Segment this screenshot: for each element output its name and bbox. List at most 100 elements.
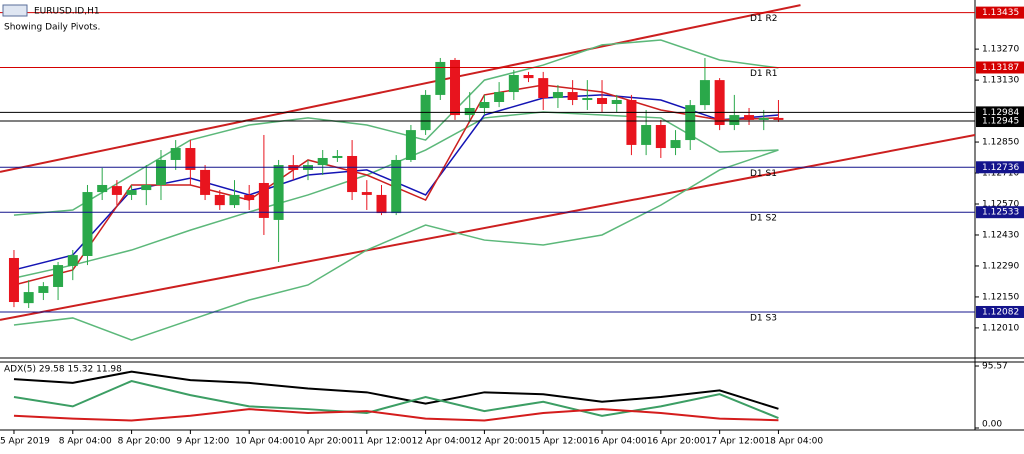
level-tag-label: 1.12945 bbox=[982, 117, 1019, 127]
candle-body bbox=[641, 125, 652, 145]
candle-body bbox=[773, 117, 784, 120]
y-tick-label: 1.12290 bbox=[982, 261, 1019, 271]
candle-body bbox=[376, 194, 387, 214]
level-name: D1 R2 bbox=[750, 14, 778, 24]
candle-body bbox=[597, 98, 608, 104]
level-tag bbox=[976, 206, 1024, 219]
level-name: D1 S2 bbox=[750, 214, 777, 224]
candle-body bbox=[258, 182, 269, 218]
candle-body bbox=[53, 265, 64, 287]
candle-body bbox=[214, 194, 225, 206]
symbol-icon bbox=[2, 4, 28, 17]
candle-body bbox=[494, 92, 505, 103]
candle-body bbox=[141, 184, 152, 191]
y-tick-label: 1.12710 bbox=[982, 169, 1019, 179]
x-tick-label: 5 Apr 2019 bbox=[0, 437, 50, 447]
x-tick-label: 9 Apr 12:00 bbox=[176, 437, 229, 447]
candle-body bbox=[229, 194, 240, 206]
candle-body bbox=[67, 255, 78, 266]
level-tag-label: 1.12533 bbox=[982, 208, 1019, 218]
level-tag bbox=[976, 115, 1024, 128]
level-name: D1 R1 bbox=[750, 69, 778, 79]
candle-body bbox=[655, 125, 666, 149]
overlay-line bbox=[0, 133, 975, 321]
overlay-line bbox=[13, 149, 779, 341]
level-tag-label: 1.12736 bbox=[982, 163, 1019, 173]
candle-body bbox=[552, 92, 563, 99]
candle-body bbox=[435, 61, 446, 95]
candle-body bbox=[332, 155, 343, 158]
x-tick-label: 18 Apr 04:00 bbox=[764, 437, 823, 447]
candle-body bbox=[23, 292, 34, 304]
candle-body bbox=[685, 105, 696, 141]
candle-body bbox=[405, 130, 416, 160]
candle-body bbox=[538, 78, 549, 99]
y-tick-label: 1.13130 bbox=[982, 76, 1019, 86]
x-tick-label: 16 Apr 04:00 bbox=[588, 437, 647, 447]
indicator-line bbox=[13, 408, 779, 422]
chart-subtitle: Showing Daily Pivots. bbox=[4, 23, 100, 33]
candle-body bbox=[347, 155, 358, 193]
y-tick-label: 1.12850 bbox=[982, 138, 1019, 148]
candle-body bbox=[744, 115, 755, 120]
x-tick-label: 10 Apr 04:00 bbox=[235, 437, 294, 447]
candle-body bbox=[567, 92, 578, 101]
candle-body bbox=[464, 107, 475, 116]
x-tick-label: 12 Apr 20:00 bbox=[470, 437, 529, 447]
y-tick-label: 1.13270 bbox=[982, 45, 1019, 55]
candle-body bbox=[126, 190, 137, 195]
y-tick-label: 1.12150 bbox=[982, 292, 1019, 302]
main-pane: D1 R2 D1 R1 D1 S1 D1 S2 D1 S3 bbox=[0, 4, 975, 341]
candle-body bbox=[97, 184, 108, 193]
x-tick-label: 16 Apr 20:00 bbox=[647, 437, 706, 447]
indicator-title: ADX(5) 29.58 15.32 11.98 bbox=[4, 365, 122, 375]
axes: 1.13270 1.13130 1.12850 1.12710 1.12570 1.124… bbox=[0, 6, 1024, 447]
y-tick-label: 0.00 bbox=[982, 420, 1002, 430]
candle-body bbox=[450, 59, 461, 116]
candle-body bbox=[523, 75, 534, 79]
candle-body bbox=[273, 165, 284, 220]
y-tick-label: 1.12570 bbox=[982, 200, 1019, 210]
level-tag-label: 1.12984 bbox=[982, 108, 1019, 118]
candle-body bbox=[244, 194, 255, 201]
candle-body bbox=[82, 192, 93, 256]
level-tag bbox=[976, 161, 1024, 174]
level-name: D1 S1 bbox=[750, 169, 777, 179]
x-tick-label: 12 Apr 04:00 bbox=[412, 437, 471, 447]
overlay-line bbox=[0, 4, 801, 173]
level-tag bbox=[976, 61, 1024, 74]
candle-body bbox=[626, 100, 637, 145]
x-tick-label: 11 Apr 12:00 bbox=[353, 437, 412, 447]
candle-body bbox=[361, 192, 372, 195]
y-tick-label: 1.12010 bbox=[982, 323, 1019, 333]
level-tag-label: 1.13187 bbox=[982, 63, 1019, 73]
indicator-line bbox=[13, 370, 779, 410]
level-tag bbox=[976, 305, 1024, 318]
level-tag bbox=[976, 6, 1024, 19]
candle-body bbox=[111, 186, 122, 195]
candle-body bbox=[479, 102, 490, 108]
adx-pane bbox=[13, 370, 779, 422]
x-tick-label: 8 Apr 20:00 bbox=[118, 437, 171, 447]
candle-body bbox=[185, 148, 196, 170]
candle-body bbox=[508, 75, 519, 93]
y-tick-label: 95.57 bbox=[982, 362, 1008, 372]
candle-body bbox=[670, 140, 681, 149]
candle-body bbox=[317, 157, 328, 166]
level-tag-label: 1.13435 bbox=[982, 8, 1019, 18]
x-tick-label: 17 Apr 12:00 bbox=[706, 437, 765, 447]
candle-body bbox=[170, 148, 181, 160]
candle-body bbox=[391, 159, 402, 214]
candle-body bbox=[758, 117, 769, 120]
candle-body bbox=[699, 80, 710, 106]
level-name: D1 S3 bbox=[750, 313, 777, 323]
candle-body bbox=[714, 80, 725, 126]
indicator-line bbox=[13, 379, 779, 419]
overlay-line bbox=[13, 39, 779, 216]
candle-body bbox=[8, 257, 19, 303]
candle-body bbox=[582, 98, 593, 101]
y-tick-label: 1.12430 bbox=[982, 230, 1019, 240]
x-tick-label: 15 Apr 12:00 bbox=[529, 437, 588, 447]
candle-body bbox=[155, 159, 166, 185]
